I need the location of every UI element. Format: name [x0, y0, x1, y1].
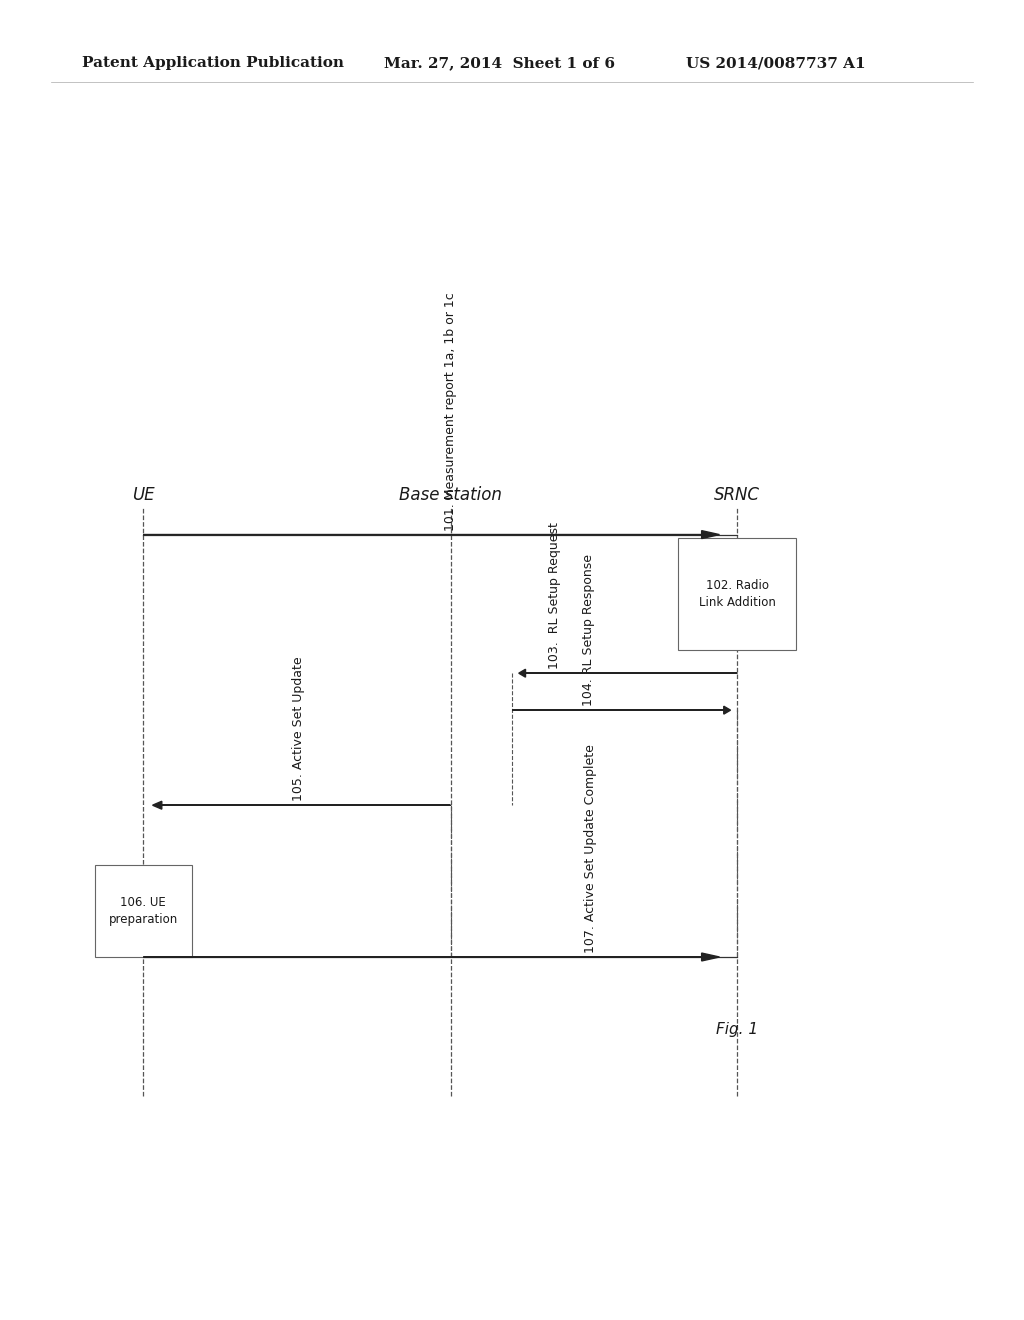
Text: 104. RL Setup Response: 104. RL Setup Response	[582, 554, 595, 706]
Text: 102. Radio
Link Addition: 102. Radio Link Addition	[698, 579, 776, 609]
Text: Base station: Base station	[399, 486, 502, 504]
Text: UE: UE	[132, 486, 155, 504]
Text: 103.  RL Setup Request: 103. RL Setup Request	[548, 523, 561, 669]
Text: Patent Application Publication: Patent Application Publication	[82, 57, 344, 70]
Text: SRNC: SRNC	[715, 486, 760, 504]
Text: 105. Active Set Update: 105. Active Set Update	[292, 656, 305, 801]
Text: Fig. 1: Fig. 1	[716, 1022, 759, 1038]
Text: 106. UE
preparation: 106. UE preparation	[109, 896, 178, 925]
Text: 101. Measurement report 1a, 1b or 1c: 101. Measurement report 1a, 1b or 1c	[444, 292, 457, 531]
Text: 107. Active Set Update Complete: 107. Active Set Update Complete	[584, 744, 597, 953]
Text: US 2014/0087737 A1: US 2014/0087737 A1	[686, 57, 865, 70]
Text: Mar. 27, 2014  Sheet 1 of 6: Mar. 27, 2014 Sheet 1 of 6	[384, 57, 615, 70]
